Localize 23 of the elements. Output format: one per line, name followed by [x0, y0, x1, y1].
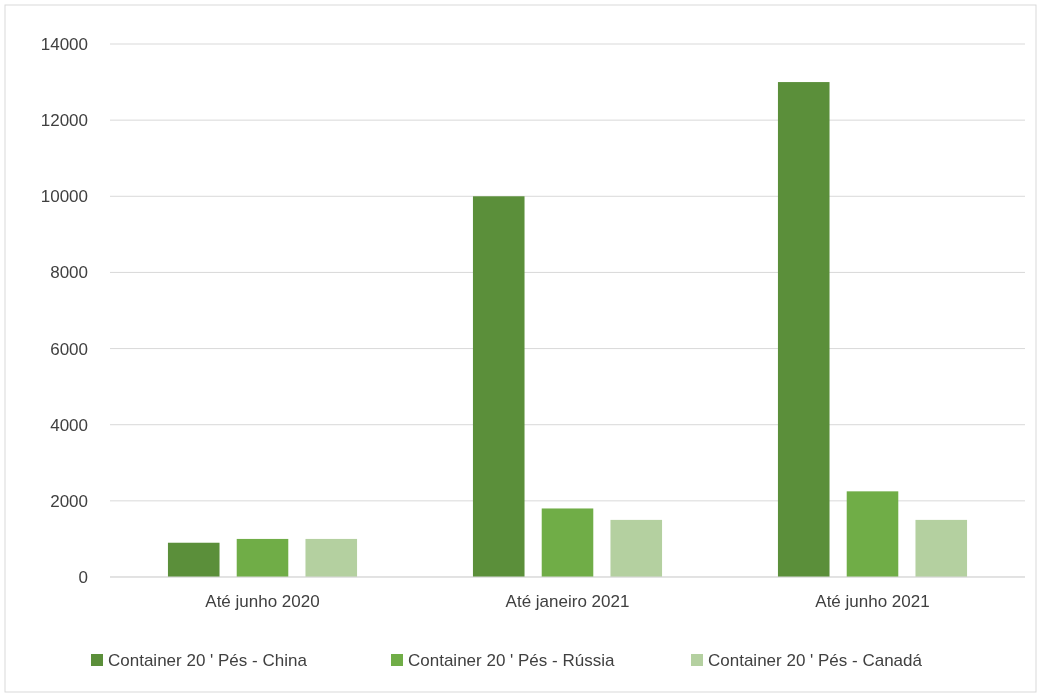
y-tick-label: 0	[78, 567, 88, 587]
y-tick-label: 4000	[50, 415, 88, 435]
y-tick-label: 10000	[40, 187, 88, 207]
bar	[167, 542, 220, 577]
bar	[472, 196, 525, 577]
bar	[777, 82, 830, 577]
legend-label: Container 20 ' Pés - Rússia	[408, 650, 615, 670]
x-tick-label: Até janeiro 2021	[505, 592, 630, 611]
x-tick-label: Até junho 2020	[205, 592, 320, 611]
legend-label: Container 20 ' Pés - Canadá	[708, 650, 923, 670]
y-tick-label: 12000	[40, 111, 88, 131]
bar	[610, 519, 663, 577]
y-tick-label: 14000	[40, 34, 88, 54]
legend-label: Container 20 ' Pés - China	[108, 650, 308, 670]
bar	[846, 491, 899, 577]
y-tick-label: 2000	[50, 491, 88, 511]
bar	[236, 538, 289, 577]
y-tick-label: 8000	[50, 263, 88, 283]
x-tick-label: Até junho 2021	[815, 592, 930, 611]
bar	[541, 508, 594, 577]
bar	[915, 519, 968, 577]
bar	[305, 538, 358, 577]
y-tick-label: 6000	[50, 339, 88, 359]
